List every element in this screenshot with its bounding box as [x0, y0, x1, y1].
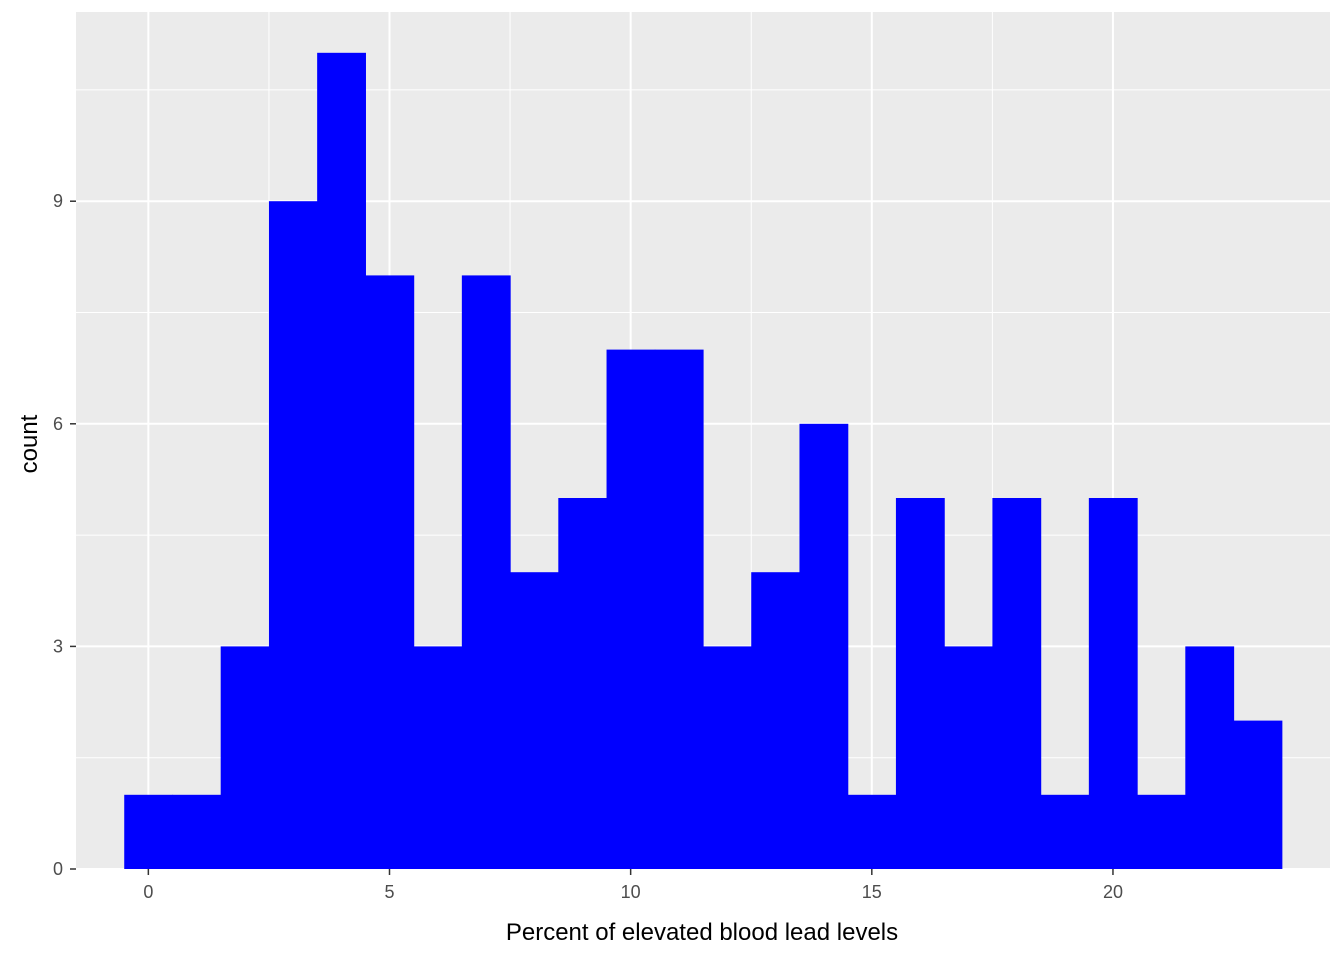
- x-axis-title: Percent of elevated blood lead levels: [506, 919, 898, 946]
- histogram-bar: [365, 275, 415, 869]
- x-tick-label: 20: [1103, 882, 1123, 902]
- histogram-bar: [703, 646, 752, 869]
- x-tick-label: 15: [862, 882, 882, 902]
- histogram-bars: [124, 52, 1283, 870]
- histogram-bar: [944, 646, 993, 869]
- histogram-bar: [510, 572, 559, 869]
- histogram-bar: [1137, 794, 1186, 869]
- histogram-bar: [1088, 498, 1138, 869]
- histogram-bar: [654, 349, 704, 869]
- histogram-bar: [220, 646, 270, 869]
- histogram-bar: [1233, 720, 1283, 869]
- histogram-bar: [558, 498, 608, 869]
- histogram-bar: [1040, 794, 1090, 869]
- histogram-bar: [268, 201, 318, 870]
- histogram-bar: [317, 52, 366, 870]
- histogram-bar: [847, 794, 897, 869]
- histogram-bar: [992, 498, 1042, 869]
- histogram-bar: [1185, 646, 1235, 869]
- x-tick-label: 0: [143, 882, 153, 902]
- y-axis: 0 3 6 9: [53, 191, 76, 879]
- histogram-bar: [461, 275, 511, 869]
- y-tick-label: 6: [53, 414, 63, 434]
- x-axis: 0 5 10 15 20: [143, 869, 1123, 902]
- y-axis-title: count: [16, 414, 43, 473]
- y-tick-label: 3: [53, 636, 63, 656]
- y-tick-label: 0: [53, 859, 63, 879]
- histogram-bar: [799, 423, 849, 869]
- x-tick-label: 10: [621, 882, 641, 902]
- histogram-bar: [413, 646, 463, 869]
- histogram-bar: [895, 498, 945, 869]
- histogram-bar: [606, 349, 656, 869]
- histogram-bar: [751, 572, 801, 869]
- y-tick-label: 9: [53, 191, 63, 211]
- histogram-bar: [124, 794, 174, 869]
- x-tick-label: 5: [384, 882, 394, 902]
- histogram-bar: [172, 794, 222, 869]
